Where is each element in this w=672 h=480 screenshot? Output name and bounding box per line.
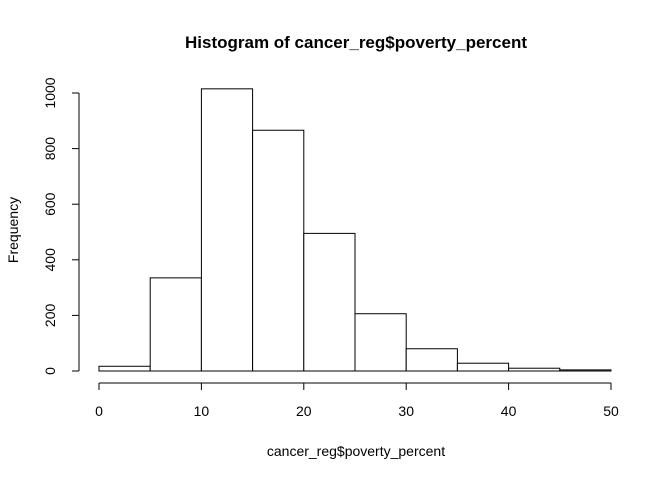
x-axis: 0 10 20 30 40 50	[95, 382, 619, 419]
histogram-bar-8	[508, 367, 561, 372]
histogram-bar-9	[559, 369, 612, 372]
x-tick-label-1: 10	[194, 403, 210, 419]
histogram-bar-1	[149, 277, 202, 372]
y-tick-label-5: 1000	[42, 77, 58, 108]
y-tick-label-2: 400	[42, 248, 58, 272]
y-axis-label: Frequency	[5, 197, 21, 263]
chart-title: Histogram of cancer_reg$poverty_percent	[185, 33, 527, 52]
y-tick-label-4: 800	[42, 137, 58, 161]
x-tick-label-5: 50	[603, 403, 619, 419]
histogram-bar-5	[354, 313, 407, 372]
y-tick-label-3: 600	[42, 192, 58, 216]
x-axis-label: cancer_reg$poverty_percent	[267, 443, 445, 459]
y-tick-label-1: 200	[42, 304, 58, 328]
histogram-bar-4	[303, 232, 356, 372]
histogram-bar-7	[456, 362, 510, 372]
y-axis: 0 200 400 600 800 1000	[42, 77, 80, 375]
y-tick-label-0: 0	[42, 367, 58, 375]
bars-group	[98, 88, 612, 372]
histogram-bar-6	[405, 348, 458, 372]
x-tick-label-0: 0	[95, 403, 103, 419]
x-tick-label-3: 30	[398, 403, 414, 419]
x-tick-label-2: 20	[296, 403, 312, 419]
histogram-bar-0	[98, 365, 151, 372]
histogram-bar-2	[200, 88, 254, 372]
histogram-bar-3	[252, 129, 305, 372]
x-tick-label-4: 40	[501, 403, 517, 419]
